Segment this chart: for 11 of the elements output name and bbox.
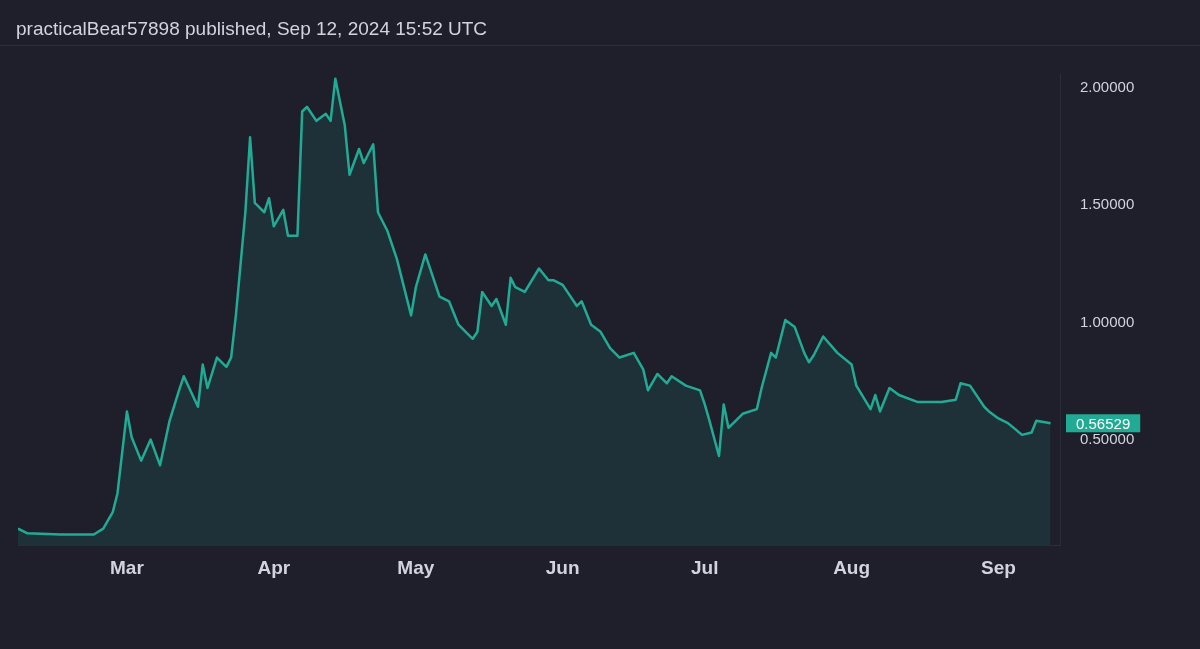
x-tick-label: Mar [110, 556, 145, 578]
chart-title: practicalBear57898 published, Sep 12, 2024 15:52 UTC [16, 18, 488, 40]
x-tick-label: Jun [545, 556, 580, 578]
y-tick-label: 1.00000 [1080, 312, 1135, 330]
y-tick-label: 2.00000 [1080, 78, 1135, 96]
x-tick-label: Aug [833, 556, 871, 578]
x-tick-label: Jul [691, 556, 719, 578]
x-tick-label: Apr [257, 556, 291, 578]
x-tick-label: May [397, 556, 435, 578]
x-tick-label: Sep [981, 556, 1016, 578]
y-tick-label: 1.50000 [1080, 195, 1135, 213]
